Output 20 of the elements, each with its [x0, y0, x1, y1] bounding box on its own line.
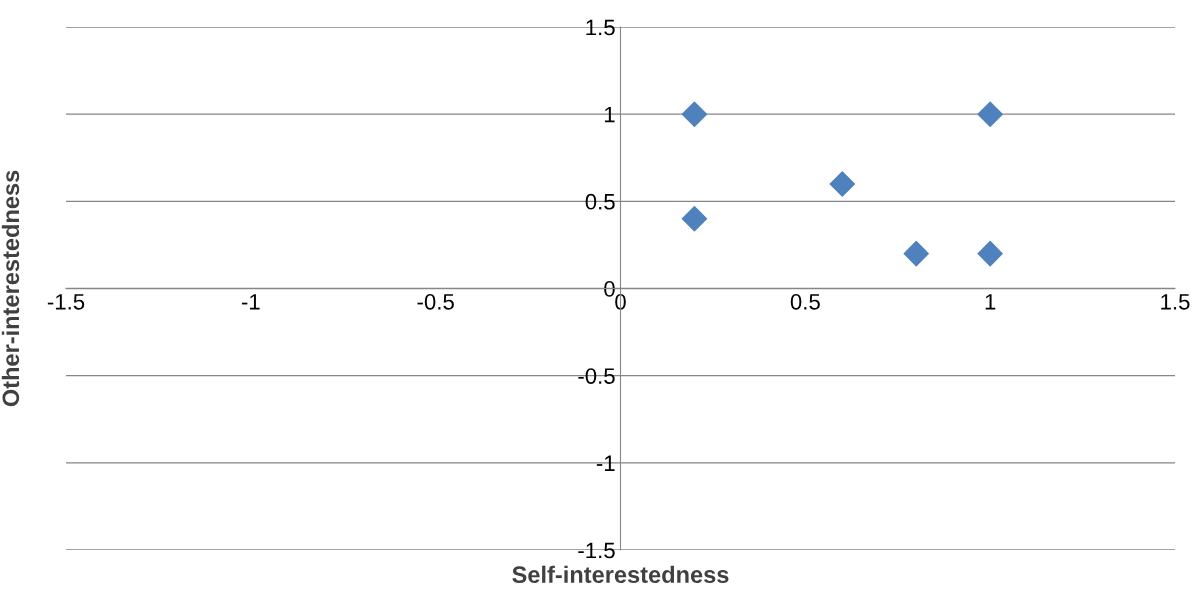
- point: [903, 240, 929, 267]
- y-axis-title: Other-interestedness: [1, 170, 20, 407]
- y-tick-label: 1.5: [586, 19, 615, 36]
- y-tick-label: -0.5: [578, 368, 615, 384]
- point: [829, 171, 856, 197]
- x-tick-label: 1: [985, 294, 996, 310]
- y-tick-label: -1.5: [578, 542, 615, 559]
- x-tick-label: -0.5: [417, 293, 454, 310]
- point: [977, 101, 1003, 127]
- point: [977, 240, 1003, 267]
- x-axis-title: Self-interestedness: [512, 565, 729, 584]
- y-tick-label: 1: [604, 106, 615, 123]
- x-tick-label: -1.5: [47, 294, 85, 310]
- y-tick-label: 0.5: [585, 193, 615, 210]
- x-tick-label: 0.5: [790, 293, 820, 310]
- y-tick-label: -1: [596, 455, 615, 471]
- x-tick-label: 1.5: [1161, 294, 1190, 310]
- point: [681, 206, 708, 232]
- point: [681, 101, 708, 127]
- x-tick-label: -1: [241, 294, 260, 310]
